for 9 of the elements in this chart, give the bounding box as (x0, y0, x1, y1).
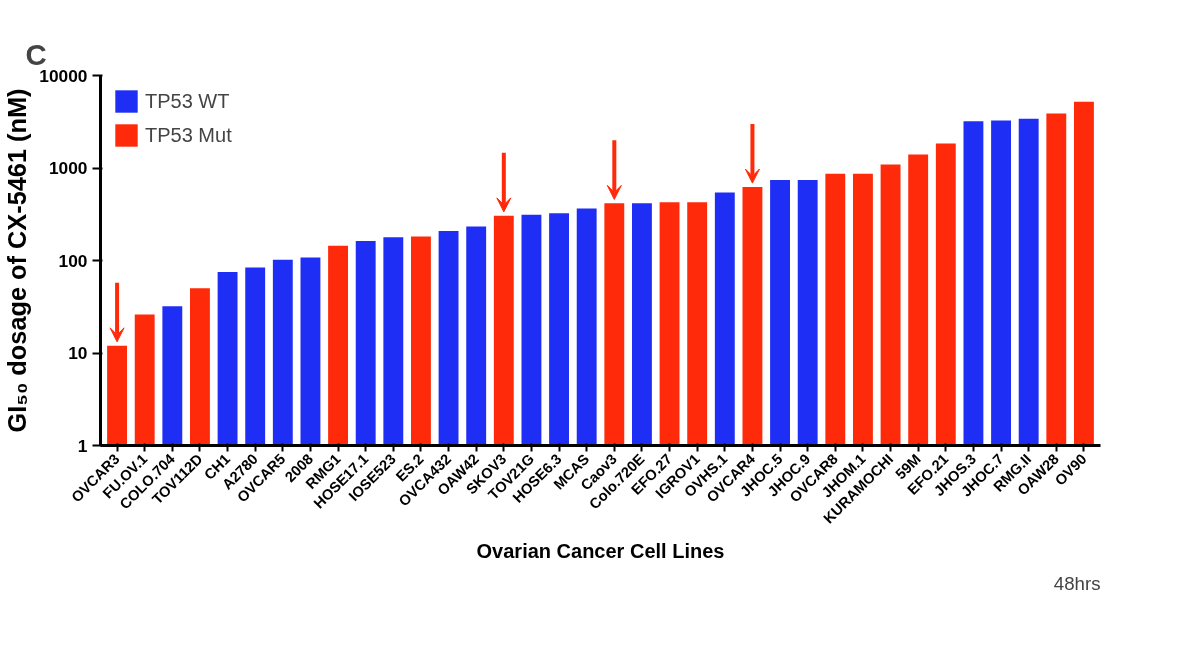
y-axis-title: GI₅₀ dosage of CX-5461 (nM) (3, 88, 32, 433)
text: 48hrs (1053, 572, 1101, 594)
y-tick-label: 10 (68, 343, 88, 363)
y-tick-label: 1000 (48, 158, 88, 178)
y-tick-label: 1 (77, 435, 88, 456)
legend-label: TP53 WT (145, 89, 230, 113)
x-axis-title: Ovarian Cancer Cell Lines (476, 540, 725, 563)
legend-label: TP53 Mut (145, 123, 232, 147)
y-tick-label: 100 (58, 250, 88, 271)
